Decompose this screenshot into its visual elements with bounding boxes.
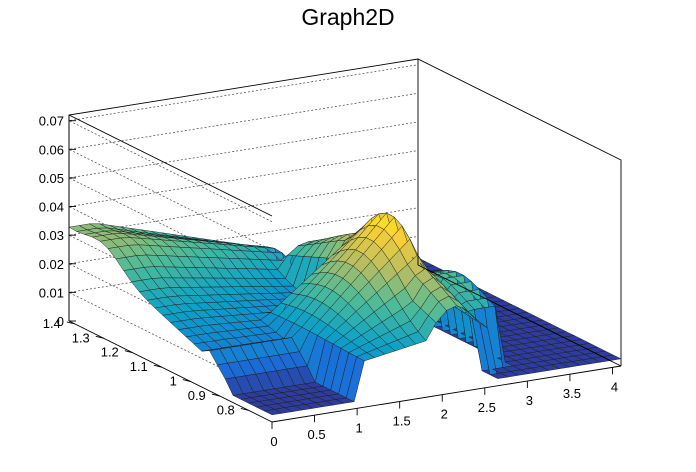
y-tick-mark [240, 408, 249, 411]
x-tick-label: 1.5 [393, 414, 411, 429]
y-tick-label: 1.2 [101, 345, 119, 360]
y-tick-mark [124, 350, 133, 354]
x-tick-label: 1 [356, 420, 363, 435]
y-tick-mark [66, 321, 75, 325]
right-base-edge [417, 264, 622, 367]
x-tick-label: 2 [441, 407, 448, 422]
z-tick-label: 0.03 [39, 228, 64, 243]
z-tick-label: 0.05 [39, 171, 64, 186]
y-tick-label: 0.8 [217, 402, 235, 417]
z-tick-label: 0.06 [39, 142, 64, 157]
y-tick-mark [211, 393, 220, 397]
y-tick-label: 1.3 [72, 330, 90, 345]
y-tick-mark [182, 379, 191, 383]
axis-frame [68, 58, 622, 423]
z-tick-label: 0.02 [39, 257, 64, 272]
z-tick-label: 0 [57, 314, 64, 329]
y-tick-label: 1.4 [43, 316, 61, 331]
x-tick-label: 0 [270, 434, 277, 449]
x-tick-label: 0.5 [308, 427, 326, 442]
left-top-edge [68, 114, 273, 217]
z-tick-label: 0.07 [39, 114, 64, 129]
x-tick-label: 4 [611, 379, 618, 394]
z-tick-label: 0.04 [39, 200, 64, 215]
z-tick-label: 0.01 [39, 285, 64, 300]
axis-ticks: 0 0.5 1 1.5 2 2.5 3 3.5 40.80.911.11.21.31.400.0… [39, 114, 618, 449]
y-tick-mark [95, 335, 104, 339]
y-tick-label: 0.9 [188, 388, 206, 403]
grid-line [67, 64, 419, 223]
x-tick-label: 2.5 [478, 400, 496, 415]
x-axis-line [271, 365, 622, 423]
y-tick-label: 1.1 [130, 359, 148, 374]
y-tick-mark [153, 364, 162, 368]
chart-title: Graph2D [301, 4, 395, 30]
surface [68, 212, 622, 416]
x-tick-label: 3 [526, 393, 533, 408]
x-tick-label: 3.5 [563, 386, 581, 401]
y-tick-label: 1 [170, 374, 177, 389]
